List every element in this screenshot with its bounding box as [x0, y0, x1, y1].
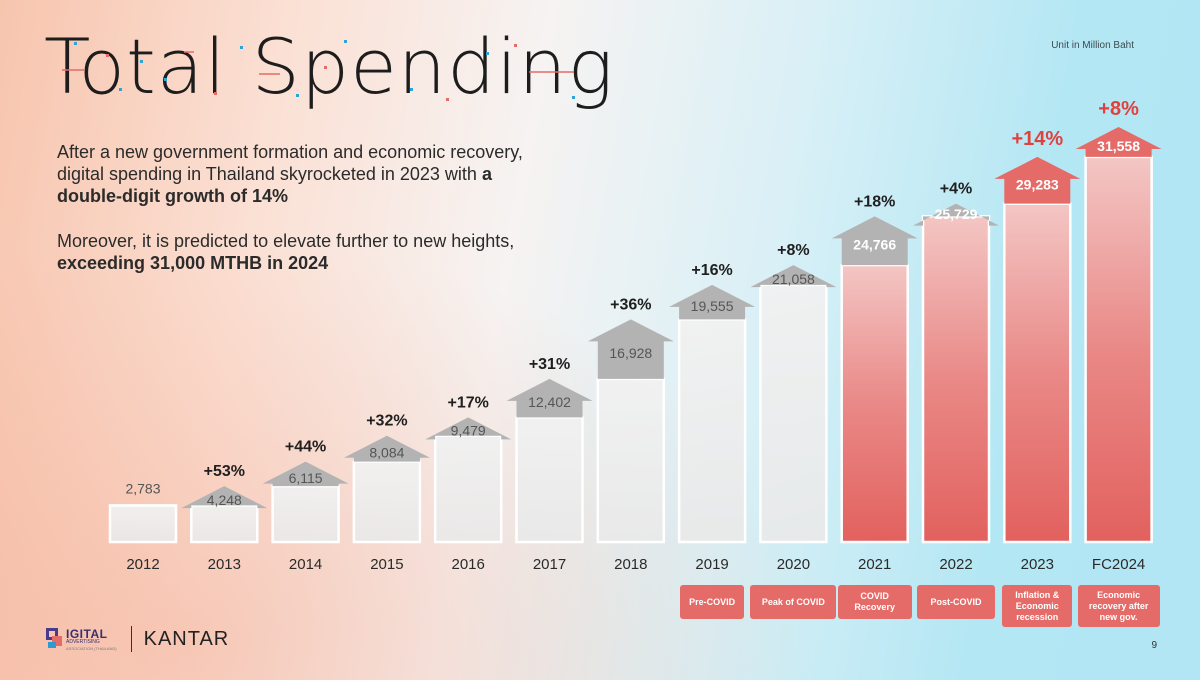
- value-label-fc2024: 31,558: [1097, 138, 1140, 154]
- bar-2022: [921, 215, 991, 544]
- bar-2023: [1003, 202, 1072, 544]
- forecast-text: Moreover, it is predicted to elevate fur…: [57, 231, 515, 251]
- category-label-2020: 2020: [777, 556, 810, 573]
- value-label-2013: 4,248: [207, 492, 242, 508]
- value-label-2021: 24,766: [853, 237, 896, 253]
- bar-fc2024: [1084, 155, 1153, 544]
- category-label-2023: 2023: [1021, 556, 1054, 573]
- period-badge-2022: Post-COVID: [917, 585, 995, 619]
- growth-label-2021: +18%: [854, 193, 895, 210]
- growth-arrow-2020: [750, 265, 837, 288]
- growth-arrow-2017: [506, 378, 593, 418]
- category-label-2018: 2018: [614, 556, 647, 573]
- growth-arrow-fc2024: [1075, 127, 1162, 157]
- value-label-2016: 9,479: [451, 423, 486, 439]
- growth-label-2023: +14%: [1011, 128, 1063, 150]
- logo-divider: [130, 626, 132, 652]
- growth-label-2022: +4%: [940, 181, 972, 198]
- growth-arrow-2018: [587, 319, 674, 379]
- category-label-2013: 2013: [208, 556, 241, 573]
- daat-logo: IGITAL ADVERTISING ASSOCIATION (THAILAND…: [66, 628, 117, 651]
- bar-2018: [596, 377, 666, 544]
- bar-2020: [759, 283, 828, 544]
- period-badge-fc2024: Economic recovery after new gov.: [1077, 585, 1160, 627]
- growth-arrow-2023: [994, 156, 1081, 204]
- growth-label-2017: +31%: [529, 356, 570, 373]
- value-label-2018: 16,928: [609, 345, 652, 361]
- category-label-fc2024: FC2024: [1092, 556, 1145, 573]
- value-label-2022: 25,729: [935, 206, 978, 222]
- growth-arrow-2015: [343, 435, 430, 462]
- period-badge-2021: COVID Recovery: [837, 585, 912, 619]
- value-label-2015: 8,084: [369, 445, 404, 461]
- growth-arrow-2019: [669, 284, 756, 320]
- daat-logo-tiny: ASSOCIATION (THAILAND): [66, 645, 117, 651]
- period-badge-2023: Inflation & Economic recession: [1002, 585, 1073, 627]
- daat-logo-subtext: ADVERTISING: [66, 638, 100, 645]
- value-label-2019: 19,555: [691, 298, 734, 314]
- growth-label-2018: +36%: [610, 296, 651, 313]
- category-label-2019: 2019: [695, 556, 728, 573]
- period-badge-2020: Peak of COVID: [750, 585, 837, 619]
- summary-paragraph: After a new government formation and eco…: [57, 141, 527, 207]
- value-label-2012: 2,783: [125, 480, 160, 496]
- page-title: Total Spending: [44, 22, 615, 111]
- bar-2016: [433, 434, 503, 544]
- page-number: 9: [1151, 640, 1157, 651]
- bar-2019: [677, 318, 747, 544]
- growth-label-2019: +16%: [691, 262, 732, 279]
- bar-2015: [352, 460, 422, 544]
- category-label-2017: 2017: [533, 556, 566, 573]
- category-label-2015: 2015: [370, 556, 403, 573]
- value-label-2020: 21,058: [772, 271, 815, 287]
- bar-2017: [515, 416, 584, 544]
- growth-arrow-2021: [831, 216, 918, 266]
- growth-arrow-2016: [425, 417, 512, 440]
- growth-label-2014: +44%: [285, 439, 326, 456]
- growth-label-2016: +17%: [448, 394, 489, 411]
- category-label-2014: 2014: [289, 556, 322, 573]
- daat-logo-text: IGITAL: [66, 626, 108, 641]
- bar-2012: [108, 504, 178, 544]
- growth-label-2013: +53%: [204, 463, 245, 480]
- summary-highlight: a double-digit growth of 14%: [57, 164, 492, 206]
- bar-2013: [190, 504, 259, 544]
- growth-arrow-2014: [262, 461, 349, 487]
- forecast-highlight: exceeding 31,000 MTHB in 2024: [57, 253, 329, 273]
- growth-label-2020: +8%: [777, 242, 809, 259]
- value-label-2023: 29,283: [1016, 176, 1059, 192]
- unit-note: Unit in Million Baht: [1051, 40, 1134, 51]
- growth-label-2015: +32%: [366, 413, 407, 430]
- summary-text: After a new government formation and eco…: [57, 142, 523, 184]
- forecast-paragraph: Moreover, it is predicted to elevate fur…: [57, 230, 527, 274]
- category-label-2012: 2012: [126, 556, 159, 573]
- bar-2014: [271, 484, 340, 544]
- bar-2021: [840, 263, 909, 544]
- category-label-2021: 2021: [858, 556, 891, 573]
- daat-logo-icon: [46, 628, 64, 650]
- category-label-2016: 2016: [452, 556, 485, 573]
- title-decoration: [62, 40, 575, 101]
- growth-arrow-2022: [913, 203, 999, 226]
- growth-label-fc2024: +8%: [1098, 98, 1139, 120]
- period-badge-2019: Pre-COVID: [680, 585, 745, 619]
- growth-arrow-2013: [181, 486, 268, 509]
- category-label-2022: 2022: [939, 556, 972, 573]
- kantar-logo: KANTAR: [143, 627, 230, 650]
- footer-logos: IGITAL ADVERTISING ASSOCIATION (THAILAND…: [46, 626, 229, 652]
- value-label-2017: 12,402: [528, 394, 571, 410]
- value-label-2014: 6,115: [289, 470, 323, 486]
